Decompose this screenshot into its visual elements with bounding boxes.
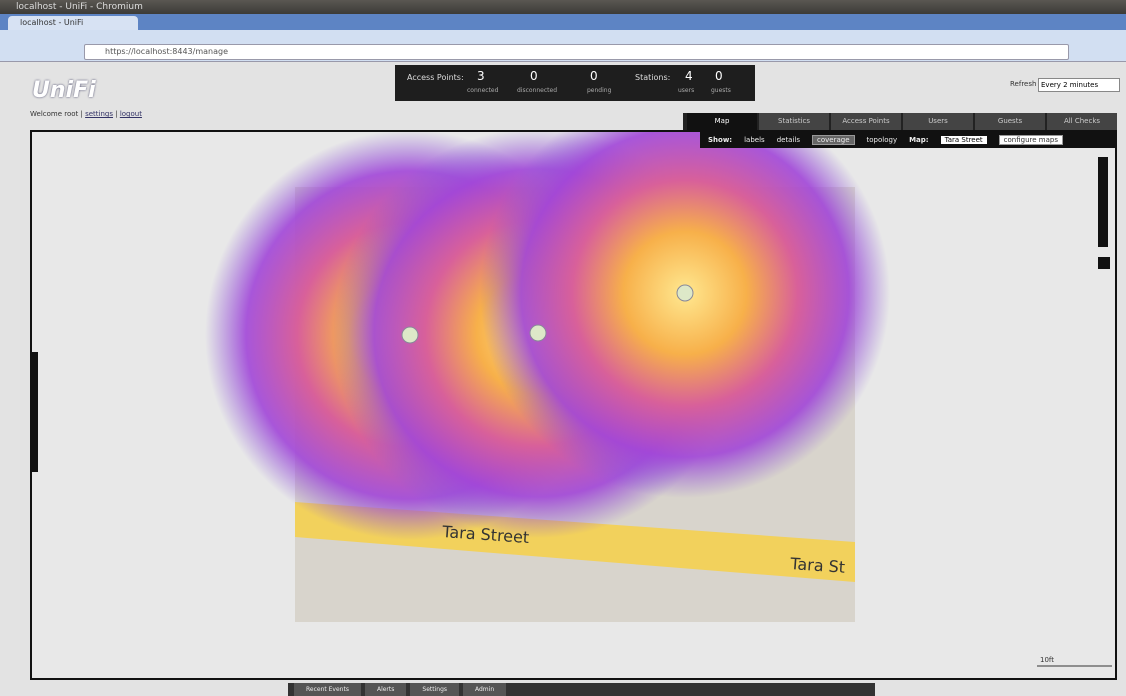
stats-panel: Access Points: 3 connected 0 disconnecte… (395, 65, 755, 101)
ap-pending-label: pending (587, 87, 612, 94)
refresh-select[interactable]: Every 2 minutes (1038, 78, 1120, 92)
ap-label: Access Points: (407, 73, 464, 82)
map-label: Map: (909, 135, 929, 144)
map-frame: Tara Street Tara St 10ft (30, 130, 1117, 680)
users-label: users (678, 87, 695, 94)
tab[interactable]: Access Points (831, 113, 901, 130)
coverage-zone (480, 132, 890, 498)
url-bar[interactable]: https://localhost:8443/manage (84, 44, 1069, 60)
bottom-tab[interactable]: Alerts (364, 683, 407, 696)
guests-label: guests (711, 87, 731, 94)
stations-label: Stations: (635, 73, 671, 82)
show-option[interactable]: details (776, 135, 801, 144)
ap-pending: 0 (590, 69, 598, 83)
logo: UniFi (32, 78, 96, 103)
scale-label: 10ft (1040, 656, 1054, 664)
ap-disconnected-label: disconnected (517, 87, 558, 94)
bottom-tab[interactable]: Settings (410, 683, 459, 696)
access-point[interactable] (676, 284, 694, 302)
show-option[interactable]: topology (866, 135, 898, 144)
tab-strip (0, 14, 1126, 30)
welcome-text: Welcome root (30, 110, 79, 118)
ap-connected-label: connected (467, 87, 499, 94)
settings-link[interactable]: settings (85, 110, 114, 118)
ap-disconnected: 0 (530, 69, 538, 83)
users: 4 (685, 69, 693, 83)
tab[interactable]: Users (903, 113, 973, 130)
tab[interactable]: Map (687, 113, 757, 130)
tabs: Map Statistics Access Points Users Guest… (683, 113, 1117, 130)
refresh-label: Refresh (1010, 80, 1037, 88)
map-toolbar: Show: labels details coverage topology M… (700, 131, 1117, 148)
street-label: Tara St (789, 554, 846, 577)
zoom-button[interactable] (1098, 257, 1110, 269)
guests: 0 (715, 69, 723, 83)
access-point[interactable] (529, 324, 547, 342)
map: Tara Street Tara St 10ft (205, 132, 1112, 667)
show-label: Show: (708, 135, 733, 144)
tab[interactable]: All Checks (1047, 113, 1117, 130)
welcome: Welcome root | settings | logout (30, 110, 142, 118)
show-option[interactable]: coverage (812, 134, 855, 145)
browser-tab[interactable]: localhost - UniFi (8, 16, 138, 30)
tab[interactable]: Statistics (759, 113, 829, 130)
bottom-bar: Recent Events Alerts Settings Admin (288, 683, 875, 696)
show-option[interactable]: labels (744, 135, 765, 144)
logout-link[interactable]: logout (119, 110, 142, 118)
map-select[interactable]: Tara Street (940, 135, 987, 144)
configure-button[interactable]: configure maps (998, 134, 1063, 145)
tab[interactable]: Guests (975, 113, 1045, 130)
window-title: localhost - UniFi - Chromium (0, 0, 1126, 14)
side-handle[interactable] (32, 352, 38, 472)
ap-connected: 3 (477, 69, 485, 83)
bottom-tab[interactable]: Recent Events (294, 683, 361, 696)
bottom-tab[interactable]: Admin (463, 683, 507, 696)
zoom-slider[interactable] (1098, 157, 1108, 247)
access-point[interactable] (401, 326, 419, 344)
